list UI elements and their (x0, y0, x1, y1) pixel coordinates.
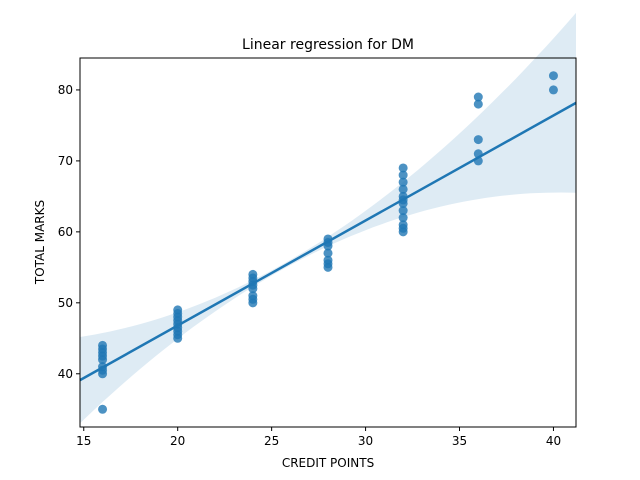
data-point (473, 135, 483, 145)
x-tick-label: 15 (76, 434, 91, 448)
x-tick-label: 25 (264, 434, 279, 448)
y-tick-label: 50 (58, 296, 73, 310)
y-tick-label: 80 (58, 83, 73, 97)
data-point (98, 340, 108, 350)
data-point (398, 170, 408, 180)
plot-frame (79, 57, 577, 428)
y-tick-label: 70 (58, 154, 73, 168)
chart-title: Linear regression for DM (242, 37, 414, 53)
data-point (398, 206, 408, 216)
regression-line-layer (79, 101, 577, 382)
y-axis-label: TOTAL MARKS (33, 200, 47, 285)
data-point (173, 305, 183, 315)
y-tick-label: 60 (58, 225, 73, 239)
data-point (248, 269, 258, 279)
data-point (548, 71, 558, 81)
data-point (98, 404, 108, 414)
data-point (323, 255, 333, 265)
x-axis-label: CREDIT POINTS (282, 456, 374, 470)
data-point (248, 291, 258, 301)
data-point (548, 85, 558, 95)
y-tick-label: 40 (58, 367, 73, 381)
data-point (473, 99, 483, 109)
x-tick-label: 20 (170, 434, 185, 448)
x-tick-label: 30 (358, 434, 373, 448)
data-point (323, 248, 333, 258)
x-ticks: 15 20 25 30 35 40 (76, 427, 561, 448)
x-tick-label: 40 (546, 434, 561, 448)
data-point (398, 163, 408, 173)
data-point (398, 220, 408, 230)
y-ticks: 40 50 60 70 80 (58, 83, 80, 381)
x-tick-label: 35 (452, 434, 467, 448)
data-point (398, 177, 408, 187)
data-point (398, 213, 408, 223)
data-point (398, 184, 408, 194)
scatter-points-layer (98, 71, 558, 414)
regression-line (79, 101, 577, 382)
data-point (473, 92, 483, 102)
